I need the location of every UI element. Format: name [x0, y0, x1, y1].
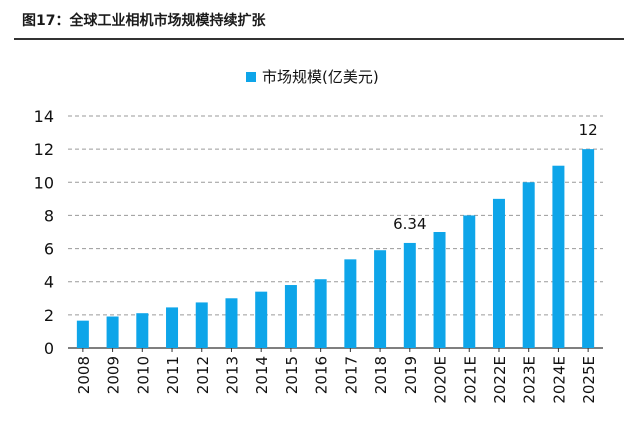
bar — [225, 298, 238, 348]
x-tick-label: 2009 — [105, 356, 123, 394]
x-tick-label: 2020E — [432, 356, 450, 404]
x-tick-label: 2012 — [194, 356, 212, 394]
bar — [314, 279, 327, 348]
bar — [255, 291, 268, 348]
bar — [582, 149, 595, 348]
data-label: 6.34 — [393, 215, 426, 233]
bar — [552, 165, 565, 348]
bar — [106, 316, 119, 348]
x-tick-label: 2024E — [550, 356, 568, 404]
x-tick-label: 2017 — [342, 356, 360, 394]
bar — [522, 182, 535, 348]
x-tick-label: 2015 — [283, 356, 301, 394]
bar — [344, 259, 357, 348]
x-tick-label: 2008 — [75, 356, 93, 394]
bar — [463, 215, 476, 348]
labels: 6.34 12 — [393, 121, 598, 233]
y-tick-label: 2 — [44, 306, 54, 325]
y-tick-label: 10 — [34, 173, 54, 192]
x-tick-label: 2025E — [580, 356, 598, 404]
x-tick-label: 2010 — [134, 356, 152, 394]
figure-title: 图17：全球工业相机市场规模持续扩张 — [22, 13, 266, 29]
gridlines — [68, 115, 603, 316]
y-tick-label: 4 — [44, 273, 54, 292]
bar — [374, 250, 387, 348]
axes: 0 2 4 6 8 10 12 14 2008 2009 2010 2011 2012 2013 2014 2… — [34, 107, 603, 404]
y-tick-label: 14 — [34, 107, 54, 126]
bar — [136, 313, 149, 348]
bar — [76, 320, 89, 348]
bar — [166, 307, 179, 348]
legend: 市场规模(亿美元) — [246, 68, 379, 86]
x-tick-label: 2014 — [253, 356, 271, 394]
x-tick-label: 2023E — [521, 356, 539, 404]
legend-label: 市场规模(亿美元) — [262, 68, 379, 86]
bar — [492, 198, 505, 348]
x-tick-label: 2021E — [461, 356, 479, 404]
y-tick-label: 6 — [44, 240, 54, 259]
bar — [284, 285, 297, 348]
legend-swatch — [246, 72, 256, 82]
x-tick-label: 2022E — [491, 356, 509, 404]
x-tick-label: 2016 — [313, 356, 331, 394]
y-tick-label: 0 — [44, 339, 54, 358]
x-tick-label: 2011 — [164, 356, 182, 394]
title-divider — [14, 38, 624, 40]
y-tick-label: 12 — [34, 140, 54, 159]
data-label: 12 — [579, 121, 598, 139]
bars — [76, 149, 595, 348]
y-tick-label: 8 — [44, 206, 54, 225]
bar — [195, 302, 208, 348]
x-tick-label: 2013 — [223, 356, 241, 394]
x-tick-label: 2018 — [372, 356, 390, 394]
bar — [433, 232, 446, 348]
x-tick-label: 2019 — [402, 356, 420, 394]
bar — [403, 242, 416, 348]
